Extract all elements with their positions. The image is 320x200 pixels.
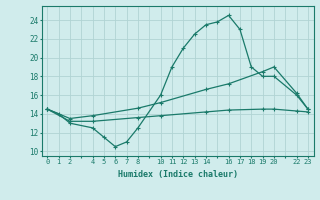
X-axis label: Humidex (Indice chaleur): Humidex (Indice chaleur) (118, 170, 237, 179)
